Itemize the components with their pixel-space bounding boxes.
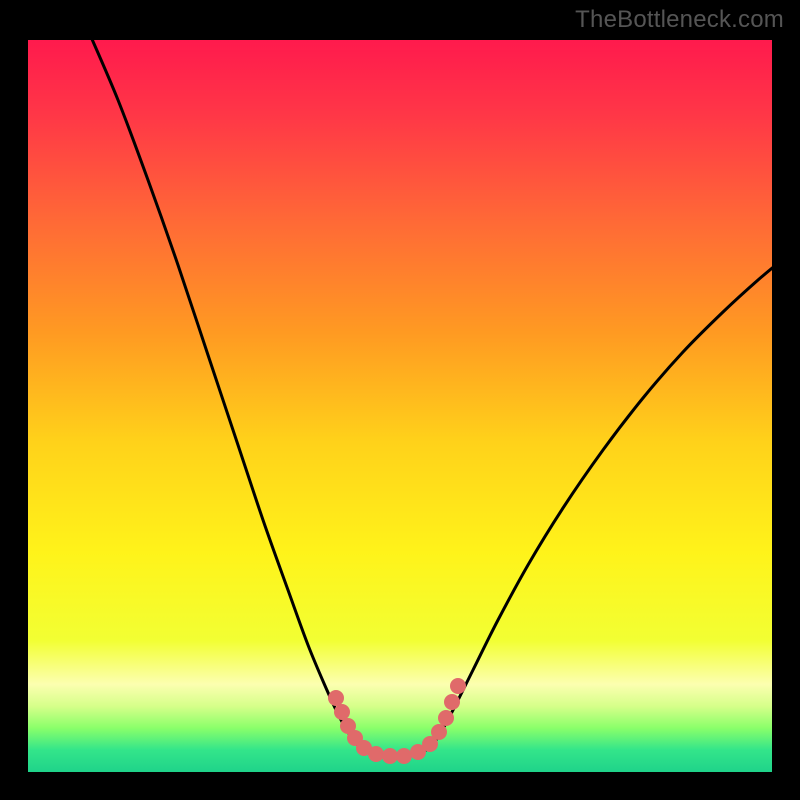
watermark-text: TheBottleneck.com: [575, 6, 784, 34]
bottleneck-curve: [28, 40, 772, 772]
valley-marker-dot: [431, 724, 447, 740]
frame-left: [0, 0, 28, 800]
frame-right: [772, 0, 800, 800]
valley-marker-dot: [438, 710, 454, 726]
curve-path: [88, 40, 772, 757]
frame-bottom: [0, 772, 800, 800]
valley-marker-dot: [444, 694, 460, 710]
plot-area: [28, 40, 772, 772]
valley-marker-dot: [450, 678, 466, 694]
